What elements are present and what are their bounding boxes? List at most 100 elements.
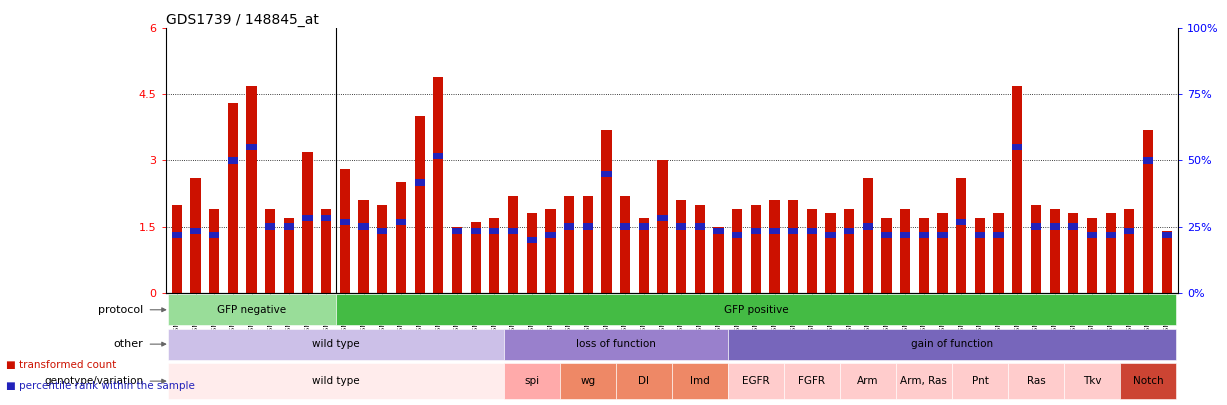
Bar [1087,218,1097,292]
Bar [1049,209,1060,292]
Bar [396,219,406,225]
Bar [504,329,728,360]
Bar [168,363,504,399]
Text: Tkv: Tkv [1082,376,1102,386]
Bar [433,153,443,159]
Bar [228,103,238,292]
Bar [901,232,910,239]
Bar [694,205,706,292]
Bar [1142,130,1153,292]
Bar [396,183,406,292]
Bar [713,228,724,234]
Bar [994,213,1004,292]
Bar [713,226,724,292]
Text: wg: wg [580,376,595,386]
Bar [658,160,667,292]
Bar [638,218,649,292]
Text: EGFR: EGFR [742,376,769,386]
Bar [952,363,1007,399]
Bar [564,224,574,230]
Bar [620,224,631,230]
Bar [1106,213,1115,292]
Bar [340,169,350,292]
Bar [377,228,388,234]
Bar [358,224,369,230]
Bar [1087,232,1097,239]
Bar [1069,224,1079,230]
Text: other: other [114,339,144,349]
Bar [336,294,1175,325]
Bar [956,219,967,225]
Bar [620,196,631,292]
Bar [1120,363,1175,399]
Bar [863,178,874,292]
Bar [583,224,593,230]
Bar [788,228,799,234]
Bar [302,151,313,292]
Bar [844,228,854,234]
Text: wild type: wild type [312,376,360,386]
Bar [937,213,947,292]
Bar [452,226,463,292]
Bar [228,158,238,164]
Bar [826,213,836,292]
Bar [172,232,182,239]
Bar [190,178,201,292]
Bar [788,200,799,292]
Bar [433,77,443,292]
Bar [1064,363,1120,399]
Bar [490,218,499,292]
Text: Ras: Ras [1027,376,1045,386]
Bar [826,232,836,239]
Bar [560,363,616,399]
Bar [901,209,910,292]
Bar [526,237,537,243]
Bar [896,363,952,399]
Bar [937,232,947,239]
Text: loss of function: loss of function [575,339,655,349]
Bar [247,144,256,150]
Bar [694,224,706,230]
Text: GFP negative: GFP negative [217,305,286,315]
Bar [545,209,556,292]
Bar [1069,213,1079,292]
Text: GDS1739 / 148845_at: GDS1739 / 148845_at [166,13,319,27]
Bar [265,224,275,230]
Bar [1031,224,1042,230]
Bar [283,224,294,230]
Bar [1124,209,1135,292]
Bar [415,179,425,185]
Text: lmd: lmd [690,376,709,386]
Bar [470,228,481,234]
Bar [283,218,294,292]
Bar [1012,144,1022,150]
Bar [1162,232,1172,239]
Bar [671,363,728,399]
Bar [728,329,1175,360]
Text: Notch: Notch [1133,376,1163,386]
Bar [321,209,331,292]
Bar [1012,85,1022,292]
Bar [751,205,761,292]
Bar [209,232,220,239]
Bar [1106,232,1115,239]
Bar [508,228,518,234]
Bar [601,171,611,177]
Bar [658,215,667,221]
Bar [1142,158,1153,164]
Bar [247,85,256,292]
Bar [956,178,967,292]
Bar [839,363,896,399]
Bar [168,329,504,360]
Text: Pnt: Pnt [972,376,989,386]
Bar [545,232,556,239]
Bar [377,205,388,292]
Bar [470,222,481,292]
Text: gain of function: gain of function [910,339,993,349]
Bar [508,196,518,292]
Bar [1007,363,1064,399]
Bar [638,224,649,230]
Bar [751,228,761,234]
Bar [209,209,220,292]
Bar [358,200,369,292]
